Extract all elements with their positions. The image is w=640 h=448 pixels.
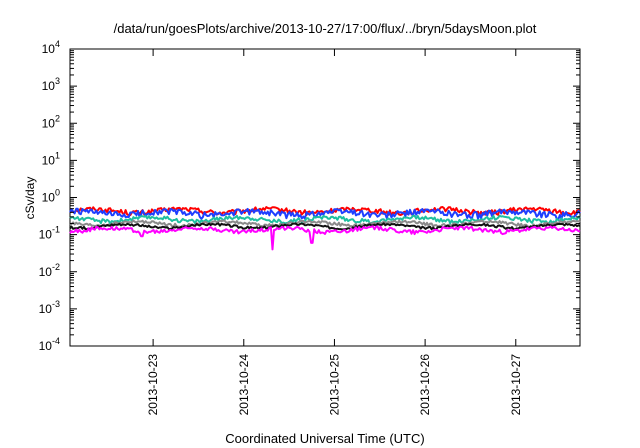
chart-title: /data/run/goesPlots/archive/2013-10-27/1…	[114, 21, 537, 36]
y-tick-label: 101	[42, 150, 60, 167]
plot-frame	[69, 48, 581, 347]
x-tick-label: 2013-10-26	[418, 354, 432, 416]
x-tick-label: 2013-10-27	[509, 354, 523, 416]
y-axis-label: cSv/day	[23, 177, 37, 220]
series-line	[69, 222, 581, 231]
x-axis: 2013-10-23 2013-10-24 2013-10-25 2013-10-26…	[146, 49, 523, 415]
series-line	[69, 214, 581, 225]
y-tick-label: 104	[42, 39, 60, 56]
x-axis-label: Coordinated Universal Time (UTC)	[225, 431, 424, 446]
y-tick-label: 102	[42, 113, 60, 130]
x-tick-label: 2013-10-24	[237, 354, 251, 416]
x-tick-label: 2013-10-25	[327, 354, 341, 416]
series-line	[69, 219, 581, 229]
x-tick-label: 2013-10-23	[146, 354, 160, 416]
y-tick-label: 10-4	[39, 336, 60, 353]
series-line	[69, 207, 581, 221]
y-tick-label: 10-2	[39, 262, 60, 279]
y-axis: 10-4 10-3 10-2 10-1 100 101 102 103 104	[39, 39, 580, 353]
y-tick-label: 10-3	[39, 299, 60, 316]
y-tick-label: 10-1	[39, 225, 60, 242]
y-tick-label: 103	[42, 76, 60, 93]
series-layer	[69, 206, 581, 251]
y-tick-label: 100	[42, 188, 60, 205]
series-line	[69, 225, 581, 251]
